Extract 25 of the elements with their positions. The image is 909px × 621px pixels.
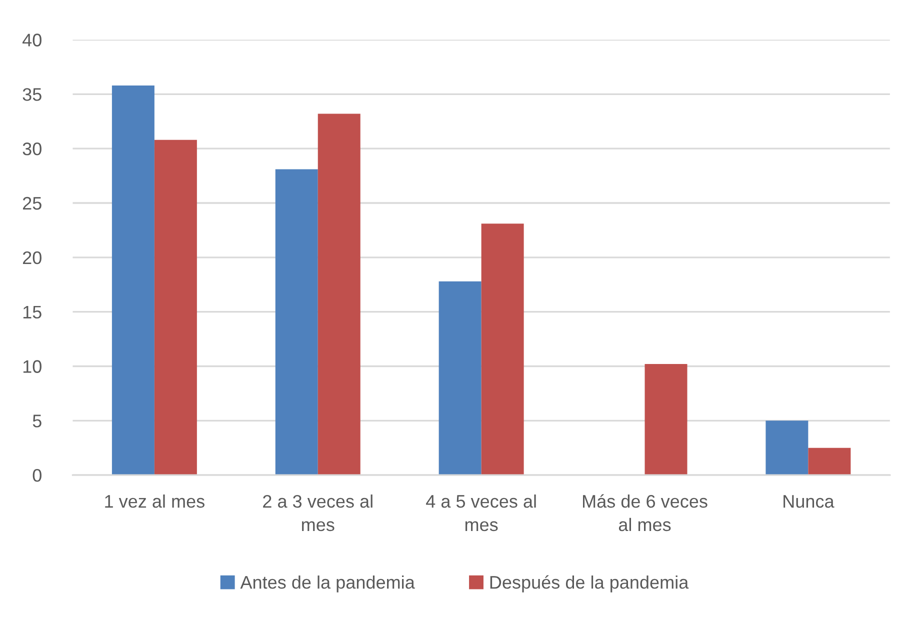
bar [154,140,197,476]
bar [766,420,808,476]
legend-label: Antes de la pandemia [240,576,415,592]
bar [275,169,318,476]
y-tick-label: 40 [22,34,42,46]
legend-label: Después de la pandemia [490,575,689,592]
y-tick-label: 20 [22,251,42,264]
bar [318,114,360,476]
y-tick-label: 30 [22,142,42,156]
x-tick-label: 2 a 3 veces al mes [263,494,372,532]
bar [808,448,851,476]
bar [112,85,154,476]
y-tick-label: 15 [23,306,42,319]
y-tick-label: 35 [22,88,42,101]
x-tick-label: 1 vez al mes [105,494,204,508]
bar [481,224,524,476]
x-tick-label: 4 a 5 veces al mes [426,494,536,532]
x-tick-label: Más de 6 veces al mes [583,494,708,532]
bar [644,364,688,476]
bar [438,281,482,476]
y-tick-label: 10 [23,360,42,373]
y-tick-label: 0 [32,469,42,482]
y-tick-label: 25 [22,196,42,210]
y-tick-label: 5 [32,414,42,428]
x-tick-label: Nunca [784,495,834,508]
